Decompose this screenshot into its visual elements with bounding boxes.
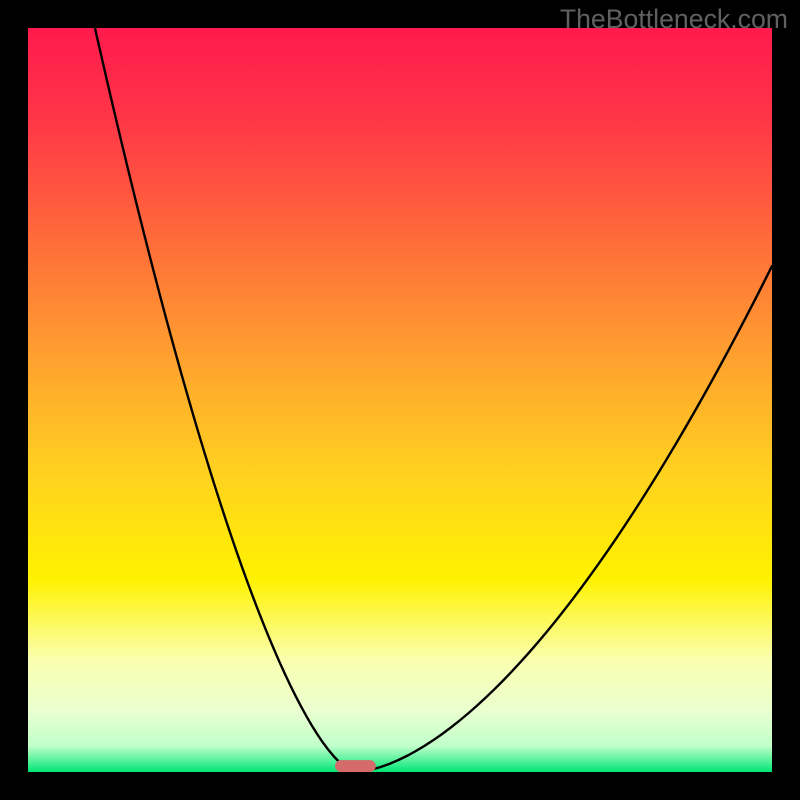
- bottleneck-curve-chart: [0, 0, 800, 800]
- plot-background: [28, 28, 772, 772]
- optimal-marker: [335, 760, 376, 772]
- chart-root: TheBottleneck.com: [0, 0, 800, 800]
